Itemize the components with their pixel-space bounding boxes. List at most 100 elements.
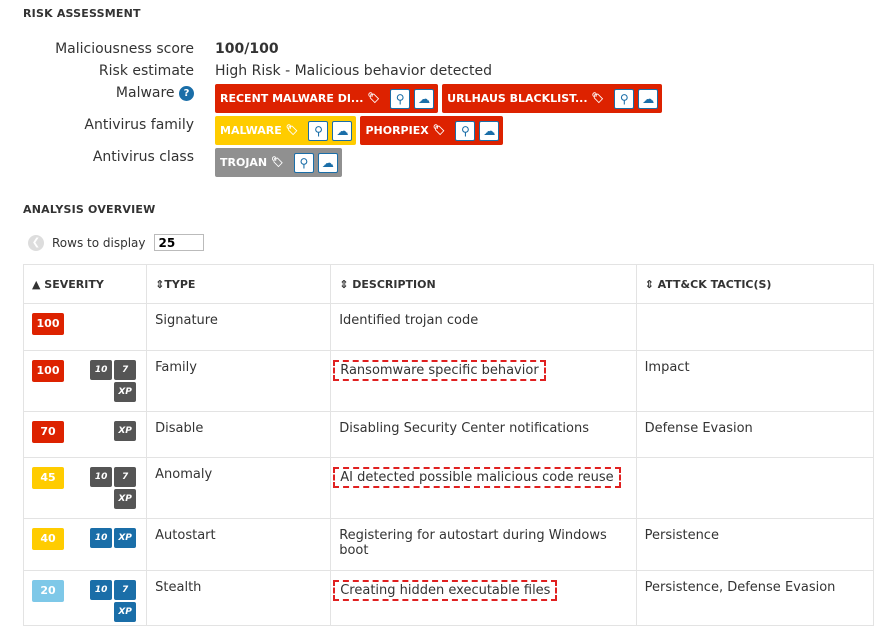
analysis-overview-heading: ANALYSIS OVERVIEW [23,203,156,216]
os-icons: 10 7 XP [86,360,137,402]
search-icon[interactable]: ⚲ [390,88,411,109]
description-cell: AI detected possible malicious code reus… [330,457,637,519]
score-label: Maliciousness score [55,41,194,57]
malware-tags: RECENT MALWARE DI... 🏷 ⚲ ☁ URLHAUS BLACKLIST… [215,84,663,113]
tactic-cell: Persistence, Defense Evasion [635,570,874,626]
table-row[interactable]: 20 10 7 XP Stealth Creating hidden executab… [22,570,874,626]
tag-text: RECENT MALWARE DI... [220,92,364,105]
description-text: Disabling Security Center notifications [339,421,589,436]
severity-badge: 45 [32,467,64,489]
tag-text: PHORPIEX [365,124,429,137]
description-cell: Registering for autostart during Windows… [330,518,637,571]
type-cell: Disable [146,411,332,458]
brain-icon[interactable]: ☁ [317,152,338,173]
windows-xp-icon: XP [114,489,137,509]
risk-assessment-heading: RISK ASSESSMENT [23,7,141,20]
type-cell: Anomaly [146,457,332,519]
windows-xp-icon: XP [114,602,137,622]
search-icon[interactable]: ⚲ [614,88,635,109]
tactic-cell [635,457,874,519]
description-cell: Creating hidden executable files [330,570,637,626]
tag-icon: 🏷 [591,93,605,104]
os-icons: 10 7 XP [86,467,137,509]
windows-xp-icon: XP [114,382,137,402]
col-type-label: TYPE [164,277,196,291]
class-label: Antivirus class [92,149,194,165]
malware-label-text: Malware [115,85,175,101]
brain-icon[interactable]: ☁ [638,88,659,109]
tactic-cell: Persistence [635,518,874,571]
rows-to-display: ❮ Rows to display [28,234,204,251]
severity-cell: 20 10 7 XP [22,570,148,626]
severity-cell: 100 [22,303,148,351]
severity-cell: 45 10 7 XP [22,457,148,519]
description-cell: Ransomware specific behavior [330,350,637,412]
severity-badge: 20 [32,580,64,602]
severity-badge: 70 [32,421,64,443]
search-icon[interactable]: ⚲ [308,120,329,141]
tactic-cell [635,303,874,351]
windows-7-icon: 7 [114,360,137,380]
os-icons: XP [86,421,137,441]
family-label: Antivirus family [84,117,194,133]
brain-icon[interactable]: ☁ [414,88,435,109]
description-text: Creating hidden executable files [333,580,558,601]
table-row[interactable]: 70 XP Disable Disabling Security Center n… [22,411,874,458]
tag-icon: 🏷 [432,125,446,136]
col-tactic-label: ATT&CK TACTIC(S) [657,277,772,291]
estimate-value: High Risk - Malicious behavior detected [215,63,492,79]
severity-cell: 70 XP [22,411,148,458]
malware-label: Malware ? [116,85,194,101]
back-icon[interactable]: ❮ [28,234,44,251]
windows-xp-icon: XP [114,528,137,548]
estimate-label: Risk estimate [98,63,194,79]
windows-10-icon: 10 [90,467,113,487]
description-text: AI detected possible malicious code reus… [333,467,621,488]
windows-10-icon: 10 [90,360,113,380]
col-tactic[interactable]: ⇕ ATT&CK TACTIC(S) [635,264,874,304]
tag: RECENT MALWARE DI... 🏷 ⚲ ☁ [215,84,439,113]
severity-cell: 100 10 7 XP [22,350,148,412]
search-icon[interactable]: ⚲ [455,120,476,141]
description-cell: Disabling Security Center notifications [330,411,637,458]
brain-icon[interactable]: ☁ [332,120,353,141]
type-cell: Family [146,350,332,412]
description-text: Identified trojan code [339,313,479,328]
tag: URLHAUS BLACKLIST... 🏷 ⚲ ☁ [442,84,663,113]
os-icons: 10 7 XP [86,580,137,622]
rows-input[interactable] [153,234,204,251]
score-value: 100/100 [215,41,279,57]
table-row[interactable]: 45 10 7 XP Anomaly AI detected possible mal… [22,457,874,519]
help-icon[interactable]: ? [179,86,194,101]
type-cell: Stealth [146,570,332,626]
os-icons: 10 XP [86,528,137,548]
tag-text: URLHAUS BLACKLIST... [447,92,588,105]
family-tags: MALWARE 🏷 ⚲ ☁ PHORPIEX 🏷 ⚲ ☁ [215,116,504,145]
description-text: Registering for autostart during Windows… [339,528,607,558]
severity-badge: 40 [32,528,64,550]
search-icon[interactable]: ⚲ [293,152,314,173]
tactic-cell: Impact [635,350,874,412]
severity-badge: 100 [32,313,64,335]
col-description[interactable]: ⇕ DESCRIPTION [330,264,637,304]
tag: TROJAN 🏷 ⚲ ☁ [215,148,342,177]
severity-cell: 40 10 XP [22,518,148,571]
windows-7-icon: 7 [114,467,137,487]
tactic-cell: Defense Evasion [635,411,874,458]
severity-badge: 100 [32,360,64,382]
tag-text: MALWARE [220,124,282,137]
table-row[interactable]: 100 10 7 XP Family Ransomware specific beha… [22,350,874,412]
brain-icon[interactable]: ☁ [479,120,500,141]
windows-xp-icon: XP [114,421,137,441]
col-type[interactable]: ⇕TYPE [146,264,332,304]
table-row[interactable]: 100 Signature Identified trojan code [22,303,874,351]
col-severity[interactable]: ▲ SEVERITY [22,264,148,304]
tag-icon: 🏷 [367,93,381,104]
col-description-label: DESCRIPTION [352,277,436,291]
analysis-table: ▲ SEVERITY ⇕TYPE ⇕ DESCRIPTION ⇕ ATT&CK … [22,264,874,626]
table-row[interactable]: 40 10 XP Autostart Registering for autosta… [22,518,874,571]
col-severity-label: SEVERITY [44,277,104,291]
type-cell: Signature [146,303,332,351]
type-cell: Autostart [146,518,332,571]
tag: MALWARE 🏷 ⚲ ☁ [215,116,357,145]
